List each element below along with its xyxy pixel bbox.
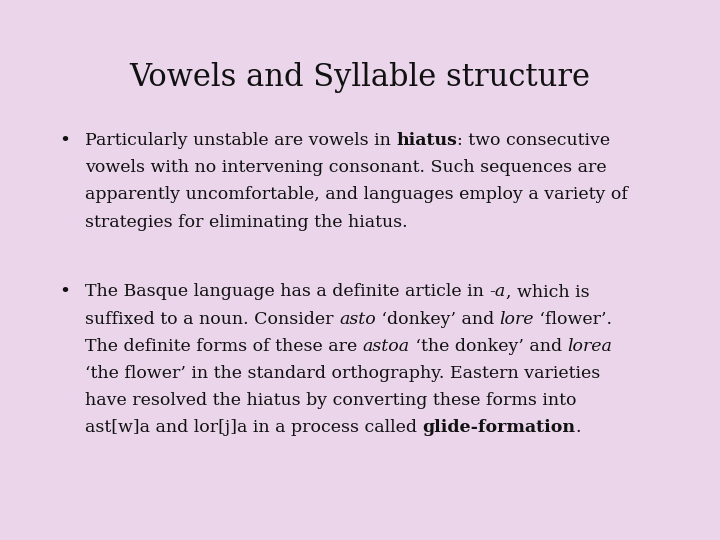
Text: have resolved the hiatus by converting these forms into: have resolved the hiatus by converting t… bbox=[85, 392, 577, 409]
Text: The definite forms of these are: The definite forms of these are bbox=[85, 338, 363, 355]
Text: suffixed to a noun. Consider: suffixed to a noun. Consider bbox=[85, 310, 339, 328]
Text: glide-formation: glide-formation bbox=[423, 419, 575, 436]
Text: ‘flower’.: ‘flower’. bbox=[534, 310, 612, 328]
Text: Vowels and Syllable structure: Vowels and Syllable structure bbox=[130, 62, 590, 93]
Text: ‘the flower’ in the standard orthography. Eastern varieties: ‘the flower’ in the standard orthography… bbox=[85, 364, 600, 382]
Text: lore: lore bbox=[500, 310, 534, 328]
Text: •: • bbox=[59, 284, 70, 301]
Text: : two consecutive: : two consecutive bbox=[457, 132, 611, 149]
Text: ast[w]a and lor[j]a in a process called: ast[w]a and lor[j]a in a process called bbox=[85, 419, 423, 436]
Text: apparently uncomfortable, and languages employ a variety of: apparently uncomfortable, and languages … bbox=[85, 186, 628, 204]
Text: hiatus: hiatus bbox=[396, 132, 457, 149]
Text: •: • bbox=[59, 132, 70, 150]
Text: ‘the donkey’ and: ‘the donkey’ and bbox=[410, 338, 567, 355]
Text: , which is: , which is bbox=[505, 284, 589, 300]
Text: Particularly unstable are vowels in: Particularly unstable are vowels in bbox=[85, 132, 396, 149]
Text: lorea: lorea bbox=[567, 338, 612, 355]
Text: The Basque language has a definite article in: The Basque language has a definite artic… bbox=[85, 284, 490, 300]
Text: vowels with no intervening consonant. Such sequences are: vowels with no intervening consonant. Su… bbox=[85, 159, 606, 177]
Text: .: . bbox=[575, 419, 581, 436]
Text: -a: -a bbox=[490, 284, 505, 300]
Text: strategies for eliminating the hiatus.: strategies for eliminating the hiatus. bbox=[85, 213, 408, 231]
Text: astoa: astoa bbox=[363, 338, 410, 355]
Text: asto: asto bbox=[339, 310, 376, 328]
Text: ‘donkey’ and: ‘donkey’ and bbox=[376, 310, 500, 328]
